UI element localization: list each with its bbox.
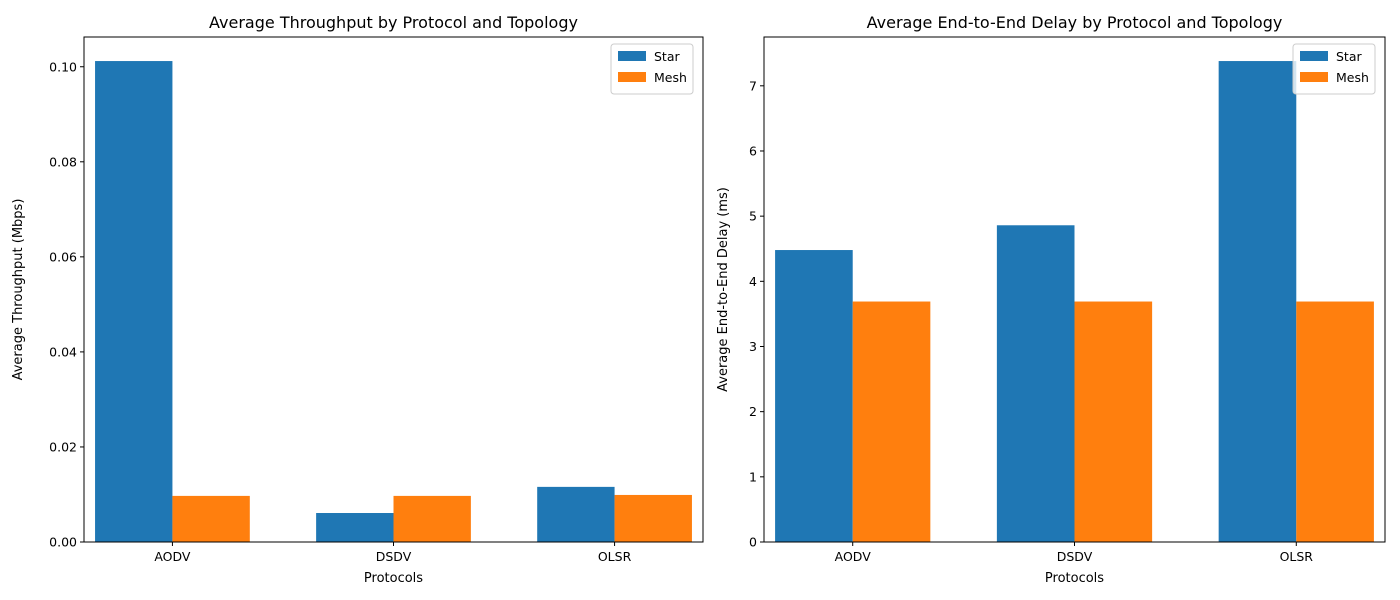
bar-star-aodv [95,61,173,543]
legend-label-star: Star [654,49,680,64]
bar-star-aodv [775,250,853,543]
bar-mesh-olsr [1296,301,1374,542]
y-tick-label: 0.00 [49,535,77,550]
y-tick-label: 0.02 [49,439,77,454]
x-axis: AODV DSDV OLSR [154,542,632,564]
x-axis-label: Protocols [364,571,423,586]
y-tick-label: 0 [749,535,757,550]
x-tick-label: AODV [154,549,191,564]
plot-frame [83,36,704,543]
chart-title: Average Throughput by Protocol and Topol… [209,13,578,32]
series-mesh [172,494,692,542]
legend: Star Mesh [1292,43,1376,95]
legend-label-mesh: Mesh [654,70,687,85]
bar-star-olsr [537,486,615,542]
y-tick-label: 0.06 [49,249,77,264]
legend: Star Mesh [610,43,694,95]
bar-mesh-dsdv [393,495,471,542]
series-mesh [852,301,1374,542]
bar-mesh-aodv [852,301,931,542]
legend-label-mesh: Mesh [1336,70,1369,85]
x-tick-label: OLSR [598,549,632,564]
x-tick-label: DSDV [1057,549,1093,564]
y-tick-label: 2 [749,404,757,419]
y-tick-label: 0.08 [49,154,77,169]
y-tick-label: 3 [749,339,757,354]
y-axis: 0.00 0.02 0.04 0.06 0.08 0.10 [49,59,84,550]
y-tick-label: 5 [749,209,757,224]
legend-swatch-mesh [618,72,646,82]
x-axis-label: Protocols [1045,571,1104,586]
y-tick-label: 0.10 [49,59,77,74]
y-axis-label: Average Throughput (Mbps) [11,199,26,381]
y-tick-label: 6 [749,143,757,158]
y-tick-label: 0.04 [49,344,77,359]
x-tick-label: OLSR [1280,549,1314,564]
x-tick-label: AODV [835,549,872,564]
bar-mesh-dsdv [1074,301,1153,542]
series-star [95,61,615,543]
series-star [775,61,1297,543]
x-tick-label: DSDV [376,549,412,564]
y-axis: 0 1 2 3 4 5 6 7 [749,78,764,550]
x-axis: AODV DSDV OLSR [835,542,1314,564]
bar-mesh-olsr [614,494,692,542]
legend-swatch-star [1300,51,1328,61]
y-tick-label: 4 [749,274,757,289]
legend-swatch-star [618,51,646,61]
legend-label-star: Star [1336,49,1362,64]
bar-star-olsr [1218,61,1297,543]
y-axis-label: Average End-to-End Delay (ms) [716,187,731,392]
chart-panel-2: 0 1 2 3 4 5 6 7 AODV DSDV OLSR Protocols Average End… [716,13,1386,586]
chart-panel-1: 0.00 0.02 0.04 0.06 0.08 0.10 AODV DSDV OLSR Prot… [11,13,704,586]
bar-star-dsdv [316,513,394,542]
bar-mesh-aodv [172,495,250,542]
y-tick-label: 1 [749,469,757,484]
bar-star-dsdv [996,225,1075,542]
chart-title: Average End-to-End Delay by Protocol and… [867,13,1283,32]
legend-swatch-mesh [1300,72,1328,82]
y-tick-label: 7 [749,78,757,93]
